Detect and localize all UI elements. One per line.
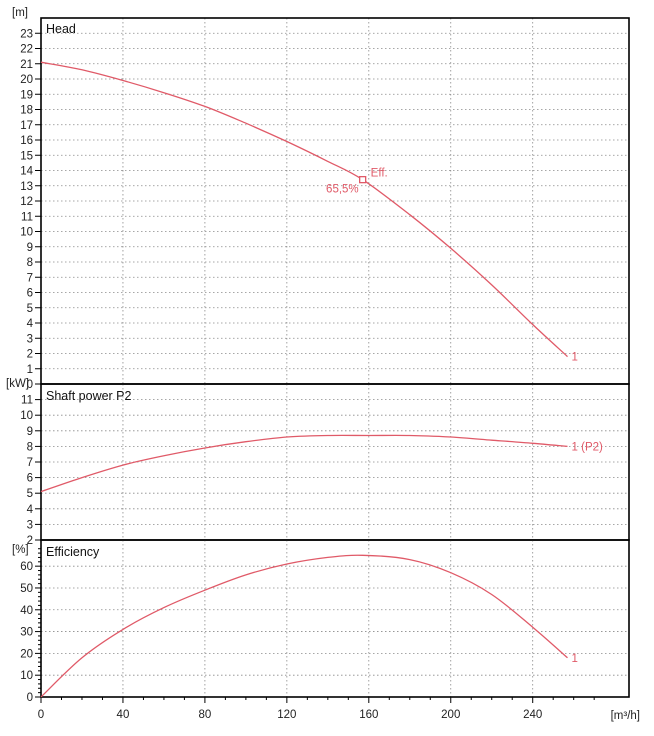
y-tick-label: 19	[20, 89, 33, 101]
y-tick-label: 60	[20, 561, 33, 573]
efficiency-point-label: Eff.	[371, 168, 388, 180]
y-tick-label: 13	[20, 181, 33, 193]
y-tick-label: 20	[20, 74, 33, 86]
y-tick-label: 5	[27, 303, 33, 315]
y-tick-label: 17	[20, 120, 33, 132]
curve-line	[40, 554, 568, 698]
x-tick-label: 0	[38, 709, 44, 721]
y-axis-unit: [%]	[12, 544, 29, 556]
y-tick-label: 10	[20, 410, 33, 422]
y-tick-label: 50	[20, 583, 33, 595]
y-tick-label: 3	[27, 519, 33, 531]
y-tick-label: 2	[27, 535, 33, 547]
efficiency-value-label: 65,5%	[326, 184, 359, 196]
x-tick-label: 120	[277, 709, 296, 721]
curve-label: 1 (P2)	[572, 441, 603, 453]
y-tick-label: 5	[27, 488, 33, 500]
y-axis-unit: [kW]	[6, 378, 29, 390]
y-tick-label: 11	[21, 395, 33, 407]
y-tick-label: 30	[20, 627, 33, 639]
y-tick-label: 3	[27, 333, 33, 345]
curve-label: 1	[572, 352, 578, 364]
y-axis-unit: [m]	[12, 7, 28, 19]
x-tick-label: 200	[441, 709, 460, 721]
x-tick-label: 240	[523, 709, 542, 721]
y-tick-label: 12	[20, 196, 33, 208]
y-tick-label: 0	[27, 692, 33, 704]
y-tick-label: 0	[27, 379, 33, 391]
y-tick-label: 10	[20, 670, 33, 682]
efficiency-point-marker	[359, 175, 367, 184]
y-tick-label: 20	[20, 648, 33, 660]
y-tick-label: 6	[27, 473, 33, 485]
panel-title: Shaft power P2	[46, 389, 132, 403]
panel-frame	[40, 539, 630, 698]
x-tick-label: 160	[359, 709, 378, 721]
y-tick-label: 16	[20, 135, 33, 147]
y-tick-label: 22	[20, 44, 33, 56]
y-tick-label: 40	[20, 605, 33, 617]
y-tick-label: 8	[27, 257, 33, 269]
y-tick-label: 18	[20, 105, 33, 117]
y-tick-label: 14	[20, 166, 33, 178]
y-tick-label: 15	[20, 150, 33, 162]
y-tick-label: 7	[27, 272, 33, 284]
y-tick-label: 4	[27, 318, 34, 330]
y-tick-label: 6	[27, 288, 33, 300]
y-tick-label: 21	[20, 59, 33, 71]
y-tick-label: 1	[27, 364, 33, 376]
y-tick-label: 23	[20, 28, 33, 40]
y-tick-label: 10	[20, 227, 33, 239]
y-tick-label: 8	[27, 441, 33, 453]
panel-title: Efficiency	[46, 545, 100, 559]
panel-title: Head	[46, 22, 76, 36]
y-tick-label: 2	[27, 349, 33, 361]
y-tick-label: 9	[27, 426, 33, 438]
x-tick-label: 80	[199, 709, 212, 721]
curve-line	[40, 434, 568, 493]
y-tick-label: 9	[27, 242, 33, 254]
x-tick-label: 40	[117, 709, 130, 721]
curve-line	[40, 61, 568, 358]
y-tick-label: 4	[27, 504, 34, 516]
curve-label: 1	[572, 653, 578, 665]
x-axis-unit: [m³/h]	[611, 710, 640, 722]
y-tick-label: 11	[21, 211, 33, 223]
y-tick-label: 7	[27, 457, 33, 469]
